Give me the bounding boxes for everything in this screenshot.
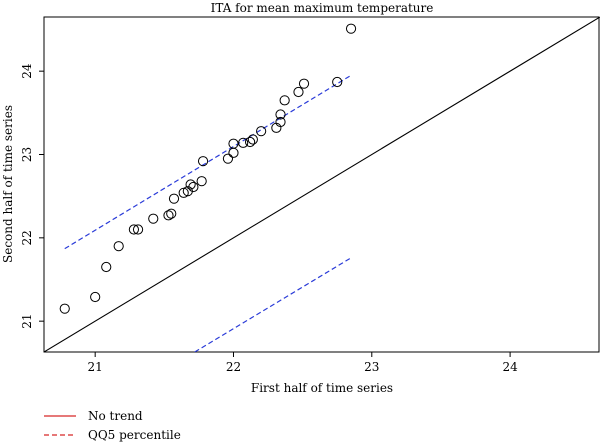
legend-label: QQ5 percentile	[88, 428, 181, 442]
y-tick-label: 21	[20, 314, 34, 329]
data-point	[228, 138, 239, 149]
y-axis-label: Second half of time series	[1, 105, 15, 263]
data-point	[279, 95, 290, 106]
data-point	[132, 224, 144, 235]
data-point	[332, 76, 343, 88]
x-tick-label: 22	[226, 360, 241, 374]
y-tick-label: 24	[20, 63, 34, 79]
y-axis: 21 22 23 24	[20, 63, 44, 329]
data-point	[298, 78, 310, 89]
data-point	[275, 109, 286, 120]
data-point	[293, 86, 304, 98]
data-point	[59, 303, 70, 314]
data-point	[244, 136, 256, 148]
data-point	[128, 224, 140, 235]
data-point	[188, 181, 199, 193]
chart-title: ITA for mean maximum temperature	[211, 1, 434, 15]
data-point	[222, 153, 234, 164]
plot-area	[44, 17, 600, 352]
lower-qq5-line	[194, 257, 352, 352]
data-point	[228, 147, 239, 158]
x-tick-label: 23	[364, 360, 379, 374]
data-point	[238, 137, 249, 148]
x-axis: 21 22 23 24	[88, 352, 518, 374]
legend: No trend QQ5 percentile	[44, 409, 181, 442]
data-point	[256, 126, 267, 137]
data-point	[101, 261, 112, 273]
y-tick-label: 22	[20, 230, 34, 245]
data-point	[148, 213, 159, 224]
data-point	[168, 193, 180, 204]
x-axis-label: First half of time series	[251, 381, 393, 395]
data-point	[197, 156, 209, 167]
data-point	[166, 208, 177, 219]
data-point	[345, 23, 357, 34]
legend-label: No trend	[88, 409, 143, 423]
data-point	[90, 291, 101, 303]
data-point	[185, 179, 196, 190]
x-tick-label: 21	[88, 360, 103, 374]
data-point	[247, 134, 258, 145]
plot-frame	[43, 16, 600, 353]
data-point	[163, 210, 174, 221]
data-point	[275, 116, 286, 128]
y-tick-label: 23	[20, 147, 34, 162]
data-point	[196, 176, 207, 187]
no-trend-line	[44, 17, 600, 352]
x-tick-label: 24	[502, 360, 518, 374]
data-point	[113, 241, 124, 252]
